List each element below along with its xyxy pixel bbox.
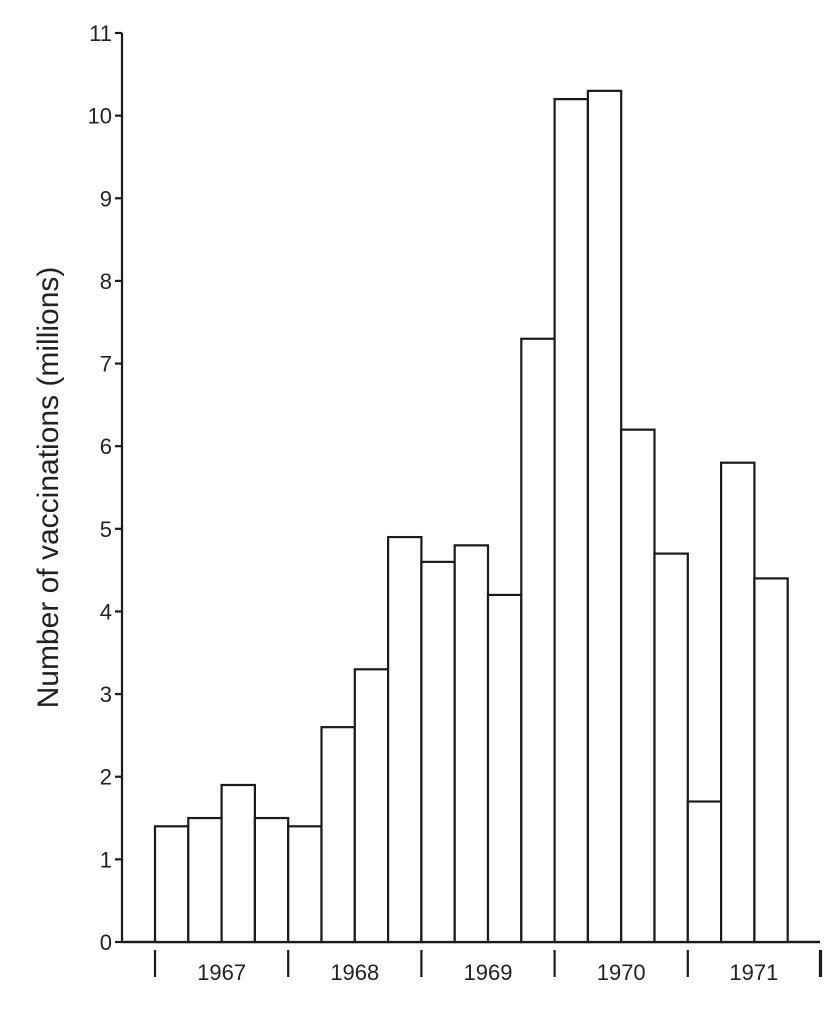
bar-5 — [287, 825, 323, 944]
bar-7 — [353, 668, 390, 944]
y-tick-label-4: 4 — [100, 599, 112, 624]
bar-13 — [553, 98, 589, 944]
bar-17 — [686, 800, 723, 944]
y-tick-label-9: 9 — [100, 186, 112, 211]
bar-9 — [420, 560, 456, 944]
bar-14 — [586, 89, 623, 944]
x-tick-label-1971: 1971 — [729, 960, 778, 985]
bar-19 — [753, 577, 789, 944]
bar-6 — [320, 726, 356, 944]
y-tick-label-11: 11 — [89, 21, 112, 46]
bar-10 — [453, 544, 490, 944]
x-ticks: 1967 1968 1969 1970 1971 — [153, 950, 823, 985]
x-tick-label-1969: 1969 — [464, 960, 513, 985]
y-tick-label-10: 10 — [88, 104, 112, 129]
bar-2 — [187, 816, 223, 944]
bar-12 — [520, 337, 556, 944]
y-tick-label-0: 0 — [100, 930, 112, 955]
bar-4 — [253, 816, 290, 944]
bar-15 — [620, 428, 656, 944]
bar-3 — [220, 783, 257, 944]
bar-1 — [153, 825, 190, 944]
x-tick-label-1970: 1970 — [597, 960, 646, 985]
bar-8 — [387, 535, 423, 944]
y-tick-label-3: 3 — [100, 682, 112, 707]
y-tick-label-8: 8 — [100, 269, 112, 294]
y-axis-title: Number of vaccinations (millions) — [32, 267, 65, 709]
y-tick-label-2: 2 — [100, 765, 112, 790]
bars — [153, 89, 789, 944]
y-tick-label-7: 7 — [100, 352, 112, 377]
x-tick-label-1968: 1968 — [330, 960, 379, 985]
bar-18 — [719, 461, 756, 944]
y-tick-label-5: 5 — [100, 517, 112, 542]
x-tick-label-1967: 1967 — [197, 960, 246, 985]
bar-16 — [653, 552, 689, 944]
y-ticks: 0 1 2 3 4 5 6 7 8 9 10 11 — [88, 21, 122, 955]
y-tick-label-6: 6 — [100, 434, 112, 459]
y-tick-label-1: 1 — [100, 847, 112, 872]
bar-11 — [486, 593, 523, 944]
